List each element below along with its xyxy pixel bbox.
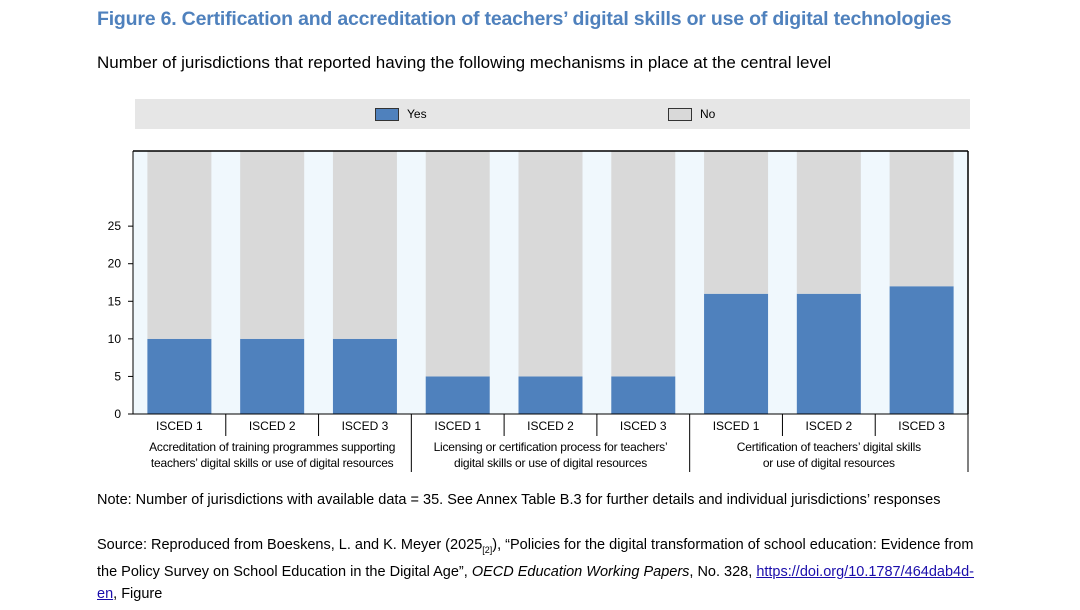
y-tick-label-0: 0 xyxy=(114,407,121,421)
bar-no-4 xyxy=(425,151,490,377)
chart-note: Note: Number of jurisdictions with avail… xyxy=(97,492,941,508)
x-tick-label-6: ISCED 3 xyxy=(620,419,667,433)
x-tick-label-7: ISCED 1 xyxy=(713,419,760,433)
bar-yes-8 xyxy=(796,293,861,414)
group-label-1-line-1: Accreditation of training programmes sup… xyxy=(149,440,395,454)
bar-yes-9 xyxy=(889,286,954,414)
x-tick-label-1: ISCED 1 xyxy=(156,419,203,433)
bar-no-6 xyxy=(611,151,676,377)
source-lead: Source: Reproduced from Boeskens, L. and… xyxy=(97,537,483,553)
x-tick-label-8: ISCED 2 xyxy=(805,419,852,433)
figure-title: Figure 6. Certification and accreditatio… xyxy=(97,8,952,30)
bar-yes-7 xyxy=(704,293,769,414)
bar-no-8 xyxy=(796,151,861,294)
group-label-3-line-2: or use of digital resources xyxy=(763,456,895,470)
group-label-2-line-2: digital skills or use of digital resourc… xyxy=(454,456,647,470)
legend-swatch-no xyxy=(668,107,692,121)
legend-label-no: No xyxy=(700,107,716,121)
x-tick-label-2: ISCED 2 xyxy=(249,419,296,433)
bar-no-2 xyxy=(240,151,305,339)
stacked-bar-chart: ISCED 1 ISCED 2 ISCED 3 ISCED 1 ISCED 2 ISCED… xyxy=(108,150,969,472)
bar-yes-1 xyxy=(147,338,212,414)
bar-no-7 xyxy=(704,151,769,294)
y-tick-label-15: 15 xyxy=(108,294,122,308)
figure-subtitle: Number of jurisdictions that reported ha… xyxy=(97,53,832,72)
group-label-2-line-1: Licensing or certification process for t… xyxy=(434,440,668,454)
bar-no-5 xyxy=(518,151,583,377)
x-tick-label-4: ISCED 1 xyxy=(434,419,481,433)
legend: Yes No xyxy=(135,99,970,129)
y-tick-label-10: 10 xyxy=(108,332,122,346)
source-doi-link[interactable]: https://doi.org/10.1787/464dab4d-en xyxy=(97,563,974,602)
y-tick-label-25: 25 xyxy=(108,219,122,233)
bar-yes-2 xyxy=(240,338,305,414)
y-tick-label-5: 5 xyxy=(114,369,121,383)
bar-yes-5 xyxy=(518,376,583,414)
x-tick-label-9: ISCED 3 xyxy=(898,419,945,433)
chart-source: Source: Reproduced from Boeskens, L. and… xyxy=(97,534,987,605)
bar-yes-4 xyxy=(425,376,490,414)
source-journal: OECD Education Working Papers xyxy=(471,563,690,580)
x-tick-label-5: ISCED 2 xyxy=(527,419,574,433)
source-tail: , Figure xyxy=(113,585,163,602)
legend-item-no: No xyxy=(668,107,715,121)
bar-no-9 xyxy=(889,151,954,287)
source-after: , No. 328, xyxy=(689,563,757,580)
x-tick-label-3: ISCED 3 xyxy=(342,419,389,433)
legend-swatch-yes xyxy=(375,107,399,121)
legend-label-yes: Yes xyxy=(407,107,427,121)
source-ref: [2] xyxy=(482,544,493,555)
bar-no-3 xyxy=(332,151,397,339)
bar-yes-6 xyxy=(611,376,676,414)
legend-item-yes: Yes xyxy=(375,107,427,121)
group-label-3-line-1: Certification of teachers’ digital skill… xyxy=(737,440,921,454)
bar-no-1 xyxy=(147,151,212,339)
group-label-1-line-2: teachers’ digital skills or use of digit… xyxy=(151,456,394,470)
bar-yes-3 xyxy=(332,338,397,414)
y-tick-label-20: 20 xyxy=(108,257,122,271)
source-mid: ), “Policies for the digital transformat… xyxy=(97,537,974,580)
